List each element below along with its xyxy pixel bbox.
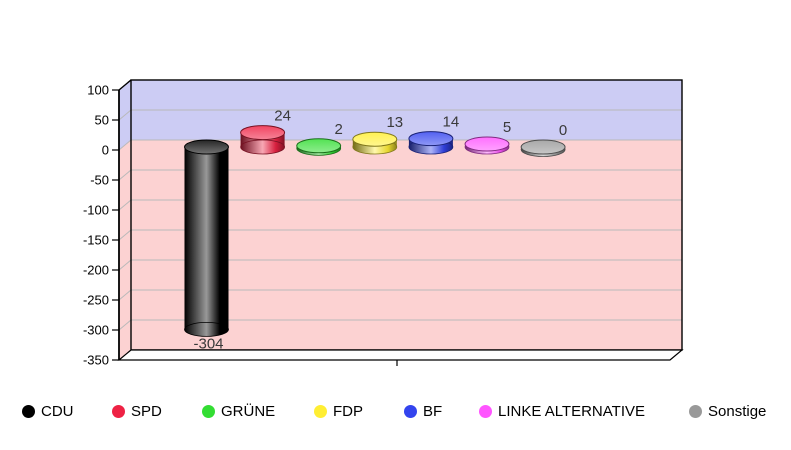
bar-value-label: 2 — [335, 121, 343, 138]
y-tick-label: -100 — [83, 203, 109, 218]
gridline-side — [118, 199, 132, 211]
bar-gr-ne — [296, 138, 342, 156]
chart-floor — [117, 349, 684, 361]
bar-value-label: 13 — [386, 114, 403, 131]
gridline-side — [118, 289, 132, 301]
bar-fdp — [352, 131, 398, 155]
bar-value-label: -304 — [193, 335, 223, 352]
bar-sonstige — [520, 139, 566, 157]
y-tick-label: -50 — [90, 173, 109, 188]
y-tick-label: 0 — [102, 143, 109, 158]
y-tick-label: -150 — [83, 233, 109, 248]
gridline-side — [118, 139, 132, 151]
bar-spd — [240, 125, 286, 155]
gridline-side — [118, 319, 132, 331]
bar-cdu — [184, 139, 229, 337]
y-tick-label: -300 — [83, 323, 109, 338]
bar-bf — [408, 131, 454, 155]
y-tick-label: 50 — [95, 113, 109, 128]
y-tick-label: -350 — [83, 353, 109, 368]
gridline-side — [118, 169, 132, 181]
y-tick-label: -200 — [83, 263, 109, 278]
y-tick-label: 100 — [87, 83, 109, 98]
bar-linke-alternative — [464, 136, 510, 155]
gridline-side — [118, 109, 132, 121]
bar-value-label: 14 — [443, 114, 460, 131]
gridline-side — [118, 229, 132, 241]
y-tick-label: -250 — [83, 293, 109, 308]
bar-value-label: 24 — [274, 108, 291, 125]
bar-value-label: 0 — [559, 122, 567, 139]
axis-depth-edge — [118, 79, 132, 91]
side-wall-negative — [119, 140, 131, 360]
bar-value-label: 5 — [503, 119, 511, 136]
gridline-side — [118, 259, 132, 271]
